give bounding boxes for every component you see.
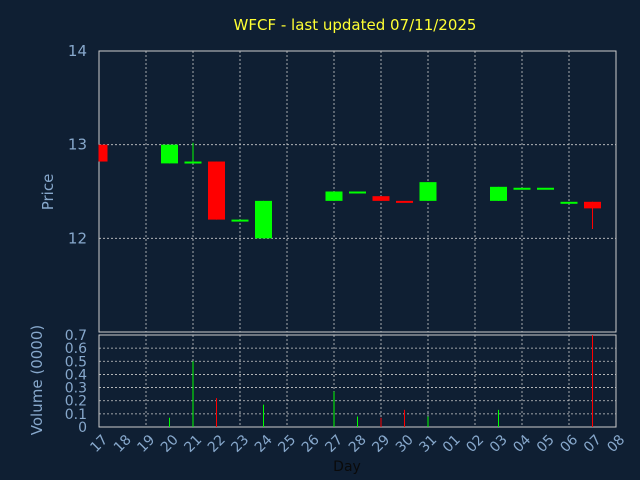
x-tick-label: 26 — [299, 432, 323, 456]
x-tick-label: 27 — [322, 432, 346, 456]
chart-title: WFCF - last updated 07/11/2025 — [234, 16, 477, 34]
volume-ytick-label: 0.1 — [65, 407, 87, 423]
x-tick-label: 24 — [252, 432, 276, 456]
x-tick-label: 25 — [275, 432, 299, 456]
price-axis-label: Price — [39, 174, 57, 211]
price-panel: 12 13 14 — [68, 42, 617, 333]
x-tick-label: 04 — [510, 432, 534, 456]
candle-body — [537, 187, 554, 190]
x-tick-label: 31 — [416, 432, 440, 456]
x-tick-label: 06 — [557, 432, 581, 456]
candle-body — [208, 161, 225, 220]
x-tick-label: 21 — [181, 432, 205, 456]
price-ytick-label: 14 — [68, 42, 87, 60]
volume-plot-border — [98, 334, 617, 428]
x-tick-label: 30 — [393, 432, 417, 456]
candle-body — [396, 200, 413, 203]
x-tick-label: 08 — [604, 432, 628, 456]
volume-panel: 00.10.20.30.40.50.60.7 17 18 19 20 21 22 23 24 25… — [65, 328, 629, 456]
x-tick-label: 17 — [87, 432, 111, 456]
x-tick-label: 18 — [111, 432, 135, 456]
volume-ytick-label: 0.2 — [65, 394, 87, 410]
price-plot-border — [98, 50, 617, 333]
candle-body — [325, 191, 343, 201]
x-tick-label: 23 — [228, 432, 252, 456]
volume-ytick-label: 0.5 — [65, 354, 87, 370]
candle-body — [184, 161, 202, 164]
volume-ytick-label: 0.7 — [65, 328, 87, 344]
x-tick-label: 20 — [158, 432, 182, 456]
x-tick-label: 05 — [534, 432, 558, 456]
x-tick-label: 01 — [440, 432, 464, 456]
x-tick-label: 22 — [205, 432, 229, 456]
candle-body — [372, 196, 390, 201]
x-tick-label: 07 — [581, 432, 605, 456]
x-axis-label: Day — [333, 459, 361, 475]
volume-ytick-label: 0.4 — [65, 367, 87, 383]
x-tick-label: 02 — [463, 432, 487, 456]
x-tick-label: 19 — [134, 432, 158, 456]
x-tick-label: 28 — [346, 432, 370, 456]
candle-body — [349, 191, 366, 194]
candle-body — [161, 144, 178, 164]
candle-body — [560, 201, 578, 204]
volume-ytick-label: 0 — [78, 420, 87, 436]
candle-body — [231, 219, 249, 222]
candle-body — [490, 186, 507, 201]
price-ytick-label: 13 — [68, 136, 87, 154]
volume-ytick-label: 0.3 — [65, 381, 87, 397]
candle-body — [513, 187, 531, 190]
price-ytick-label: 12 — [68, 229, 87, 247]
x-tick-label: 29 — [369, 432, 393, 456]
candle-body — [99, 144, 108, 162]
candle-body — [584, 201, 601, 209]
volume-ytick-label: 0.6 — [65, 341, 87, 357]
candle-body — [255, 200, 272, 239]
volume-axis-label: Volume (0000) — [28, 325, 46, 435]
x-tick-label: 03 — [487, 432, 511, 456]
candle-body — [419, 182, 437, 201]
